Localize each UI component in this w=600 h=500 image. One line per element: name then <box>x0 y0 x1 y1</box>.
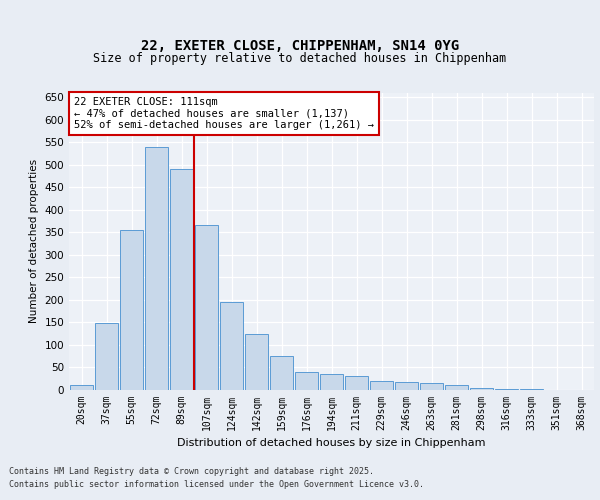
Bar <box>494 388 518 390</box>
Bar <box>344 376 368 390</box>
Bar <box>220 302 244 390</box>
X-axis label: Distribution of detached houses by size in Chippenham: Distribution of detached houses by size … <box>177 438 486 448</box>
Bar <box>445 384 469 390</box>
Text: Contains public sector information licensed under the Open Government Licence v3: Contains public sector information licen… <box>9 480 424 489</box>
Bar <box>470 388 493 390</box>
Text: Contains HM Land Registry data © Crown copyright and database right 2025.: Contains HM Land Registry data © Crown c… <box>9 467 374 476</box>
Text: 22, EXETER CLOSE, CHIPPENHAM, SN14 0YG: 22, EXETER CLOSE, CHIPPENHAM, SN14 0YG <box>141 38 459 52</box>
Y-axis label: Number of detached properties: Number of detached properties <box>29 159 39 324</box>
Bar <box>145 146 169 390</box>
Bar <box>395 382 418 390</box>
Bar <box>295 372 319 390</box>
Text: Size of property relative to detached houses in Chippenham: Size of property relative to detached ho… <box>94 52 506 65</box>
Bar <box>269 356 293 390</box>
Bar <box>320 374 343 390</box>
Bar <box>70 386 94 390</box>
Bar <box>194 226 218 390</box>
Bar <box>520 389 544 390</box>
Bar <box>119 230 143 390</box>
Bar <box>370 381 394 390</box>
Text: 22 EXETER CLOSE: 111sqm
← 47% of detached houses are smaller (1,137)
52% of semi: 22 EXETER CLOSE: 111sqm ← 47% of detache… <box>74 97 374 130</box>
Bar <box>170 169 193 390</box>
Bar <box>419 383 443 390</box>
Bar <box>95 324 118 390</box>
Bar <box>245 334 268 390</box>
